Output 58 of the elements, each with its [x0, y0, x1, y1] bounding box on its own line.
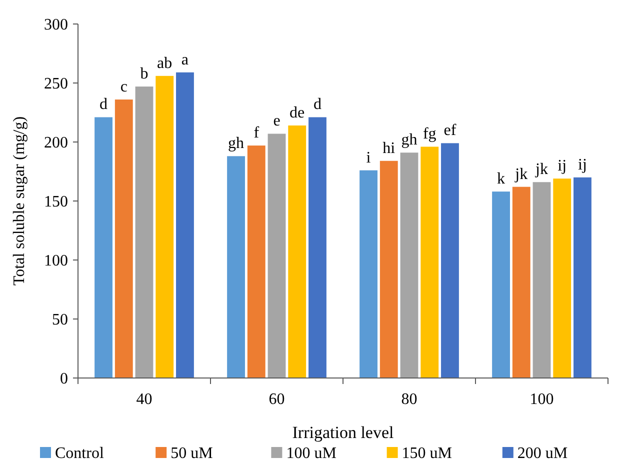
y-tick-label: 0: [60, 370, 68, 388]
bar: [400, 152, 418, 378]
x-tick-label: 80: [401, 391, 418, 408]
legend-label: 100 uM: [286, 445, 336, 462]
bar: [268, 134, 286, 378]
data-label: d: [100, 96, 108, 114]
bar: [308, 117, 326, 378]
bar: [441, 143, 459, 378]
data-label: f: [254, 124, 260, 142]
bar: [574, 177, 592, 378]
data-label: d: [313, 96, 322, 114]
x-axis-title: Irrigation level: [292, 423, 394, 442]
x-tick-label: 60: [268, 391, 285, 408]
x-tick-label: 40: [136, 391, 152, 408]
data-label: jk: [534, 161, 548, 178]
data-label: c: [120, 78, 128, 96]
y-tick-label: 300: [44, 16, 68, 34]
data-label: k: [497, 170, 506, 188]
data-label: jk: [514, 166, 528, 183]
y-tick-label: 250: [44, 76, 68, 93]
bar: [420, 146, 439, 378]
data-label: fg: [422, 126, 436, 143]
data-label: hi: [382, 140, 396, 157]
bar: [380, 160, 398, 378]
bar: [512, 186, 530, 378]
data-label: a: [181, 51, 189, 68]
y-axis-title: Total soluble sugar (mg/g): [11, 116, 28, 286]
bar: [176, 72, 194, 378]
data-label: i: [366, 149, 372, 166]
data-label: gh: [401, 132, 418, 149]
legend-label: Control: [55, 445, 104, 462]
bar: [492, 192, 510, 378]
bar: [553, 178, 572, 378]
y-tick-label: 50: [52, 312, 68, 329]
data-label: ij: [558, 158, 567, 175]
data-label: gh: [228, 135, 244, 152]
data-label: b: [140, 66, 148, 83]
y-tick-label: 100: [44, 252, 68, 270]
data-label: ef: [444, 122, 457, 140]
data-label: de: [290, 104, 305, 122]
bar: [532, 182, 551, 378]
legend-label: 150 uM: [402, 445, 452, 462]
bar: [94, 117, 112, 378]
data-label: e: [273, 112, 280, 130]
y-tick-label: 200: [44, 134, 68, 152]
data-label: ab: [157, 54, 172, 72]
bar: [227, 156, 245, 378]
legend-label: 50 uM: [170, 445, 213, 462]
y-tick-label: 150: [44, 194, 68, 211]
bar: [247, 146, 266, 378]
bar: [114, 100, 133, 378]
x-tick-label: 100: [530, 391, 554, 408]
bar: [360, 170, 378, 378]
data-label: ij: [578, 156, 587, 174]
bar: [156, 76, 174, 378]
legend-label: 200 uM: [517, 445, 568, 462]
bar: [288, 125, 306, 378]
bar: [135, 86, 154, 378]
